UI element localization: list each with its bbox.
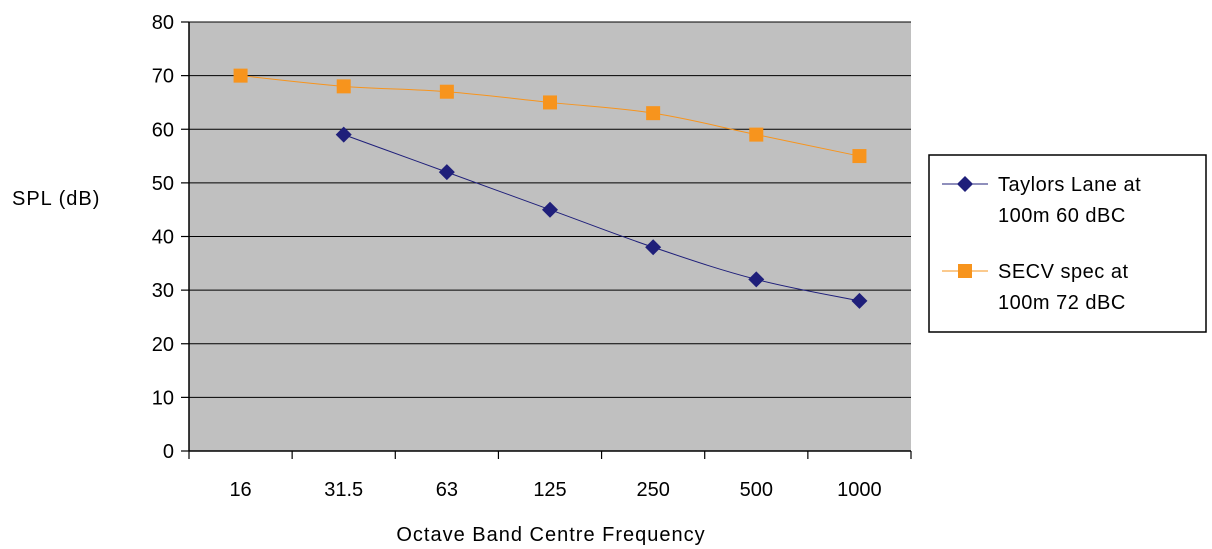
x-axis-ticks: 16 31.5 63 125 250 500 1000 bbox=[188, 451, 912, 501]
data-point-diamond bbox=[542, 201, 558, 218]
x-tick-label: 125 bbox=[533, 479, 566, 501]
data-point-diamond bbox=[645, 239, 662, 256]
y-tick-label: 40 bbox=[152, 227, 174, 249]
legend-entry-series-1: Taylors Lane at 100m 60 dBC bbox=[942, 174, 1141, 227]
legend: Taylors Lane at 100m 60 dBC SECV spec at… bbox=[928, 154, 1207, 333]
x-tick-label: 1000 bbox=[837, 479, 882, 501]
series-1 bbox=[335, 126, 868, 309]
legend-label-series-2-line-1: SECV spec at bbox=[998, 261, 1129, 283]
legend-label-series-1-line-1: Taylors Lane at bbox=[998, 174, 1141, 196]
data-point-square bbox=[852, 149, 867, 164]
y-axis-title: SPL (dB) bbox=[12, 188, 100, 210]
x-tick-label: 500 bbox=[740, 479, 773, 501]
legend-label-series-1-line-2: 100m 60 dBC bbox=[998, 205, 1126, 227]
data-point-square bbox=[646, 106, 661, 121]
data-point-diamond bbox=[438, 164, 455, 181]
legend-marker-series-2 bbox=[958, 264, 972, 278]
data-point-square bbox=[233, 68, 248, 83]
data-point-square bbox=[336, 79, 351, 94]
y-tick-label: 60 bbox=[152, 119, 174, 141]
data-point-diamond bbox=[851, 292, 868, 309]
x-tick-label: 31.5 bbox=[324, 479, 363, 501]
y-tick-label: 0 bbox=[163, 441, 174, 463]
data-point-diamond bbox=[748, 271, 765, 288]
x-tick-label: 250 bbox=[636, 479, 669, 501]
y-tick-label: 50 bbox=[152, 173, 174, 195]
series-line bbox=[343, 134, 860, 302]
legend-marker-series-1 bbox=[957, 176, 973, 192]
x-axis-title: Octave Band Centre Frequency bbox=[396, 524, 705, 546]
y-tick-label: 80 bbox=[152, 12, 174, 34]
data-point-square bbox=[749, 127, 764, 142]
y-tick-label: 70 bbox=[152, 66, 174, 88]
series-2 bbox=[233, 68, 867, 164]
series-layer bbox=[233, 68, 868, 309]
data-point-square bbox=[543, 95, 557, 110]
x-tick-label: 16 bbox=[229, 479, 251, 501]
y-tick-label: 10 bbox=[152, 387, 174, 409]
y-axis-ticks: 0 10 20 30 40 50 60 70 80 bbox=[152, 12, 189, 463]
y-tick-label: 20 bbox=[152, 334, 174, 356]
y-tick-label: 30 bbox=[152, 280, 174, 302]
data-point-square bbox=[439, 84, 454, 99]
gridlines bbox=[189, 21, 911, 398]
data-point-diamond bbox=[335, 126, 352, 143]
x-tick-label: 63 bbox=[436, 479, 458, 501]
legend-label-series-2-line-2: 100m 72 dBC bbox=[998, 292, 1126, 314]
legend-entry-series-2: SECV spec at 100m 72 dBC bbox=[942, 261, 1129, 314]
